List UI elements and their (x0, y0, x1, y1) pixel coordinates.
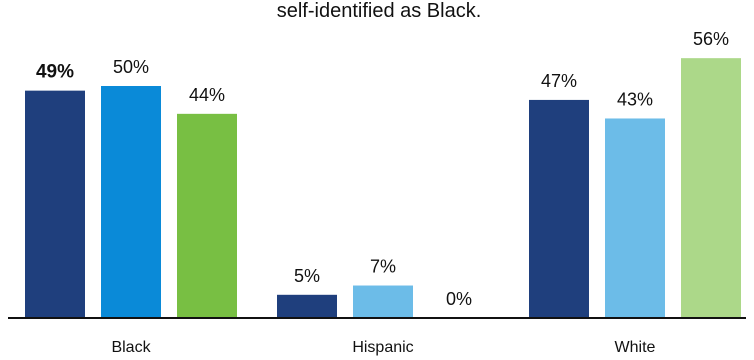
value-label-hispanic-2: 7% (370, 257, 396, 277)
bar-hispanic-2 (353, 285, 413, 318)
bar-group (25, 58, 741, 318)
category-label-black: Black (111, 339, 151, 356)
bar-black-2 (101, 86, 161, 318)
value-label-black-3: 44% (189, 85, 225, 105)
bar-white-1 (529, 99, 589, 318)
value-label-group: 49% 50% 44% 5% 7% 0% 47% 43% 56% (36, 29, 729, 309)
bar-white-2 (605, 118, 665, 318)
value-label-black-2: 50% (113, 57, 149, 77)
value-label-white-2: 43% (617, 89, 653, 109)
bar-hispanic-1 (277, 294, 337, 318)
bar-white-3 (681, 58, 741, 318)
value-label-white-1: 47% (541, 71, 577, 91)
value-label-hispanic-3: 0% (446, 289, 472, 309)
bar-black-3 (177, 113, 237, 318)
category-label-hispanic: Hispanic (352, 339, 413, 356)
value-label-hispanic-1: 5% (294, 266, 320, 286)
chart-title: self-identified as Black. (277, 0, 482, 22)
category-label-group: Black Hispanic White (111, 339, 655, 356)
category-label-white: White (615, 339, 656, 356)
value-label-black-1: 49% (36, 62, 74, 83)
value-label-white-3: 56% (693, 29, 729, 49)
bar-black-1 (25, 90, 85, 318)
